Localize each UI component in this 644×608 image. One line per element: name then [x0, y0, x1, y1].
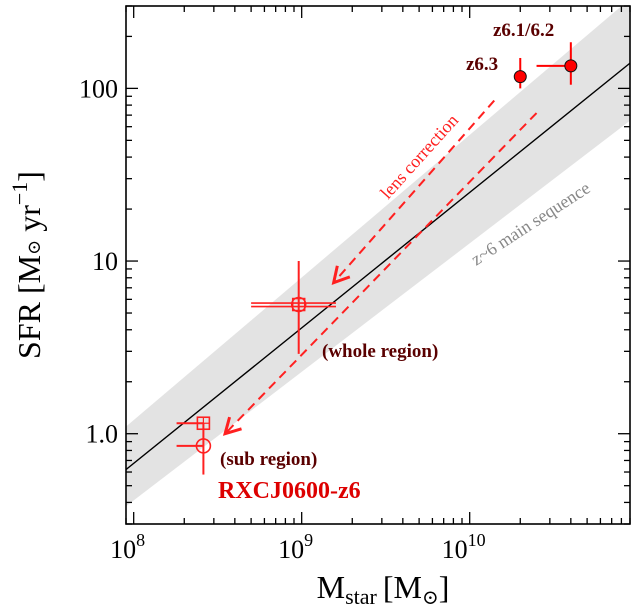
- y-tick-label-3: 100: [79, 74, 118, 103]
- y-tick-label-2: 10: [92, 247, 118, 276]
- point-whole-region-1-marker-square: [291, 297, 306, 312]
- y-axis-title-sun: ⊙: [24, 240, 44, 255]
- y-axis-title: SFR [M⊙ yr−1]: [7, 171, 47, 359]
- x-tick-label-1: 108: [110, 530, 145, 564]
- target-name-label: RXCJ0600-z6: [218, 478, 361, 504]
- x-axis-title-sub: star: [345, 584, 377, 608]
- x-axis-title-unit: [M: [383, 569, 422, 605]
- sub-region-label: (sub region): [220, 449, 317, 470]
- x-tick-label-2: 109: [278, 530, 313, 564]
- main-sequence-fit-line: [126, 62, 630, 471]
- x-tick-label-exp-1: 8: [136, 530, 145, 550]
- z63-label: z6.3: [466, 54, 498, 75]
- x-axis-title-close: ]: [439, 569, 450, 605]
- x-axis-title-sun: ⊙: [422, 587, 439, 608]
- y-axis-title-main: SFR [M: [11, 255, 47, 359]
- data-points: [176, 42, 578, 475]
- x-tick-label-base-3: 10: [442, 535, 468, 564]
- whole-region-label: (whole region): [322, 341, 438, 362]
- x-tick-label-3: 1010: [442, 530, 486, 564]
- y-axis-title-sup: −1: [7, 182, 32, 205]
- plot-frame: [125, 5, 631, 525]
- y-tick-label-1: 1.0: [86, 420, 119, 449]
- lens-correction-arrow-1: [331, 99, 495, 285]
- point-sub-region-2-marker: [195, 438, 212, 454]
- y-axis-title-tail: yr: [11, 205, 47, 240]
- x-tick-label-base-2: 10: [278, 535, 304, 564]
- x-axis-title-main: M: [317, 569, 345, 605]
- x-tick-label-base-1: 10: [110, 535, 136, 564]
- main-sequence-band: [126, 6, 630, 507]
- x-axis-title: Mstar [M⊙]: [317, 569, 450, 608]
- lens-correction-arrows: [222, 99, 538, 436]
- main-sequence-line: [126, 62, 630, 471]
- point-z6-1-6-2-1-marker: [564, 59, 578, 73]
- z612-label: z6.1/6.2: [493, 20, 554, 41]
- x-tick-label-exp-2: 9: [304, 530, 313, 550]
- axis-ticks: [125, 5, 631, 525]
- y-axis-title-close: ]: [11, 171, 47, 182]
- point-whole-region-1-marker-circle: [290, 296, 307, 313]
- x-tick-label-exp-3: 10: [468, 530, 486, 550]
- point-z6-3-1-marker: [513, 70, 527, 84]
- main-sequence-band-area: [126, 6, 630, 507]
